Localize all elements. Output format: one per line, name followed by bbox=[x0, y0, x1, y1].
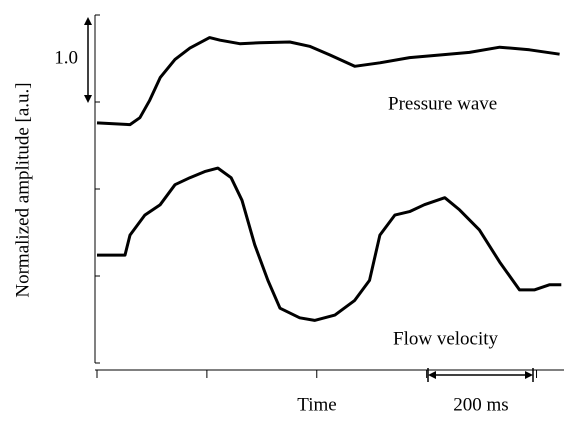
x-axis-label: Time bbox=[297, 394, 336, 415]
line-series bbox=[97, 166, 562, 322]
annotation: 200 ms bbox=[453, 394, 508, 415]
annotation: Flow velocity bbox=[393, 328, 499, 349]
scale-bars bbox=[84, 17, 534, 382]
annotation: Pressure wave bbox=[388, 93, 497, 114]
y-axis-label: Normalized amplitude [a.u.] bbox=[12, 82, 33, 297]
line-series bbox=[96, 36, 560, 127]
annotation: 1.0 bbox=[54, 47, 78, 68]
